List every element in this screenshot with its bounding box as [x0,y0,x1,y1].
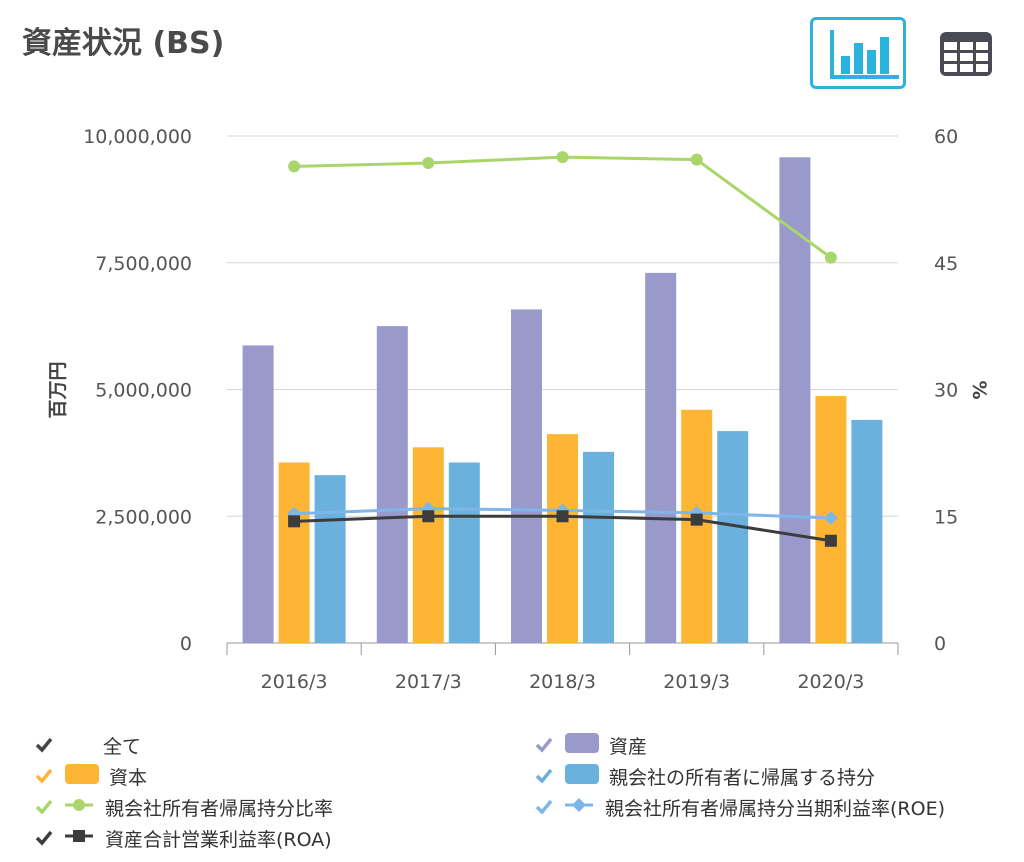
series-line [294,155,832,259]
y-tick-label: 7,500,000 [95,253,192,275]
check-icon [535,767,553,785]
legend-label: 資産 [609,735,648,758]
y2-tick-label: 15 [934,506,958,528]
check-icon [35,736,53,754]
y-tick-label: 10,000,000 [83,126,192,148]
legend-item-all[interactable]: 全て [35,731,141,759]
legend-swatch [565,732,599,758]
bar [547,434,578,643]
data-point [824,534,837,547]
y-tick-label: 5,000,000 [95,380,192,402]
check-icon [535,798,553,816]
check-icon [35,798,53,816]
y2-tick-label: 45 [934,253,958,275]
legend-label: 資産合計営業利益率(ROA) [105,828,332,851]
bar [681,409,713,643]
x-tick-label: 2019/3 [663,671,730,693]
data-point [421,501,436,516]
table-view-button[interactable] [938,30,994,78]
legend-swatch [565,763,599,789]
legend-label: 親会社所有者帰属持分比率 [105,797,334,820]
bar [851,419,883,643]
legend-swatch [565,794,595,820]
y2-axis-title: % [968,380,990,399]
x-tick-label: 2018/3 [529,671,596,693]
data-point [422,157,435,170]
legend-label: 親会社所有者帰属持分当期利益率(ROE) [605,797,945,820]
chart-title: 資産状況 (BS) [22,26,225,61]
bar [448,462,480,643]
legend-item[interactable]: 資産 [535,731,647,759]
legend-label: 全て [103,735,142,758]
data-point [288,515,301,528]
y-tick-label: 2,500,000 [95,506,192,528]
bar [583,451,614,643]
y2-tick-label: 0 [934,633,946,655]
table-grid-icon [940,32,992,76]
data-point [690,513,703,526]
bar [242,345,274,643]
chart-view-button[interactable] [810,17,906,89]
legend-swatch [65,794,95,820]
data-point [288,160,301,173]
legend-swatch [65,825,95,851]
x-tick-label: 2020/3 [797,671,864,693]
legend-item[interactable]: 親会社所有者帰属持分比率 [35,793,333,821]
x-tick-label: 2017/3 [395,671,462,693]
data-point [556,151,569,164]
bar [511,309,542,643]
x-tick-label: 2016/3 [261,671,328,693]
legend-item[interactable]: 親会社の所有者に帰属する持分 [535,762,875,790]
bar [376,326,408,643]
data-point [556,510,569,523]
legend-label: 親会社の所有者に帰属する持分 [609,766,876,789]
bar [314,475,346,643]
check-icon [535,736,553,754]
check-icon [35,829,53,847]
y2-tick-label: 60 [934,126,958,148]
bar [278,462,310,643]
y-axis-title: 百万円 [47,361,69,418]
legend-item[interactable]: 親会社所有者帰属持分当期利益率(ROE) [535,793,945,821]
data-point [422,510,435,523]
data-point [823,510,838,525]
data-point [690,153,703,166]
check-icon [35,767,53,785]
legend-item[interactable]: 資本 [35,762,147,790]
bar-chart-icon [830,30,899,79]
legend-item[interactable]: 資産合計営業利益率(ROA) [35,824,332,852]
bar [645,272,677,643]
bar [412,447,444,643]
bar [717,431,749,643]
y2-tick-label: 30 [934,380,958,402]
legend-swatch [65,763,99,789]
legend-label: 資本 [109,766,148,789]
y-tick-label: 0 [180,633,192,655]
data-point [824,251,837,264]
chart-area: 0 0 2,500,000 15 5,000,000 30 7,500,000 45 10,00… [47,126,990,693]
